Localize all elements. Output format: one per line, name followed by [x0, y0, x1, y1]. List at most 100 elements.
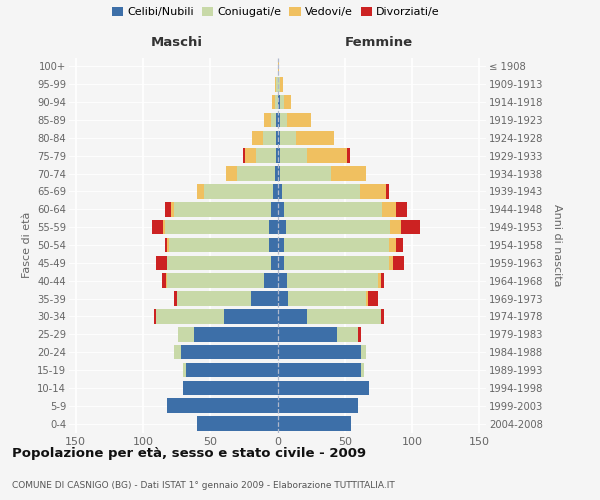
- Bar: [277, 362, 361, 378]
- Bar: [284, 238, 389, 252]
- Bar: [275, 77, 276, 92]
- Bar: [277, 148, 280, 163]
- Bar: [178, 327, 194, 342]
- Bar: [251, 291, 277, 306]
- Bar: [307, 309, 381, 324]
- Bar: [277, 274, 287, 288]
- Bar: [157, 256, 167, 270]
- Bar: [154, 309, 157, 324]
- Bar: [277, 202, 284, 216]
- Bar: [358, 327, 361, 342]
- Bar: [197, 184, 203, 198]
- Bar: [368, 291, 379, 306]
- Bar: [389, 256, 393, 270]
- Bar: [277, 327, 337, 342]
- Bar: [163, 220, 164, 234]
- Bar: [194, 327, 277, 342]
- Bar: [174, 291, 176, 306]
- Bar: [269, 220, 277, 234]
- Bar: [275, 166, 277, 181]
- Bar: [307, 148, 347, 163]
- Bar: [277, 309, 307, 324]
- Y-axis label: Anni di nascita: Anni di nascita: [551, 204, 562, 286]
- Bar: [274, 184, 277, 198]
- Bar: [275, 95, 277, 110]
- Bar: [359, 184, 386, 198]
- Text: COMUNE DI CASNIGO (BG) - Dati ISTAT 1° gennaio 2009 - Elaborazione TUTTITALIA.IT: COMUNE DI CASNIGO (BG) - Dati ISTAT 1° g…: [12, 480, 395, 490]
- Bar: [280, 77, 283, 92]
- Bar: [171, 202, 174, 216]
- Bar: [174, 202, 271, 216]
- Bar: [224, 309, 277, 324]
- Bar: [186, 362, 277, 378]
- Bar: [277, 184, 281, 198]
- Bar: [379, 274, 381, 288]
- Bar: [271, 202, 277, 216]
- Bar: [264, 274, 277, 288]
- Bar: [166, 274, 167, 288]
- Bar: [280, 130, 296, 145]
- Bar: [167, 238, 169, 252]
- Text: Femmine: Femmine: [344, 36, 412, 49]
- Bar: [296, 130, 334, 145]
- Bar: [184, 362, 186, 378]
- Bar: [164, 202, 171, 216]
- Bar: [277, 345, 361, 360]
- Text: Popolazione per età, sesso e stato civile - 2009: Popolazione per età, sesso e stato civil…: [12, 448, 366, 460]
- Bar: [271, 112, 276, 128]
- Bar: [256, 148, 276, 163]
- Bar: [386, 184, 389, 198]
- Bar: [181, 345, 277, 360]
- Bar: [396, 238, 403, 252]
- Bar: [269, 238, 277, 252]
- Bar: [277, 59, 279, 74]
- Bar: [366, 291, 368, 306]
- Bar: [277, 291, 288, 306]
- Bar: [276, 130, 277, 145]
- Bar: [361, 345, 366, 360]
- Bar: [391, 220, 401, 234]
- Bar: [277, 416, 352, 431]
- Bar: [176, 291, 251, 306]
- Bar: [280, 112, 287, 128]
- Bar: [284, 256, 389, 270]
- Bar: [401, 220, 420, 234]
- Bar: [280, 166, 331, 181]
- Bar: [184, 380, 277, 395]
- Bar: [276, 148, 277, 163]
- Bar: [245, 148, 256, 163]
- Text: Maschi: Maschi: [151, 36, 203, 49]
- Bar: [277, 95, 280, 110]
- Bar: [277, 380, 369, 395]
- Bar: [381, 274, 384, 288]
- Bar: [276, 77, 277, 92]
- Bar: [252, 130, 263, 145]
- Bar: [277, 256, 284, 270]
- Bar: [264, 112, 271, 128]
- Bar: [272, 95, 275, 110]
- Y-axis label: Fasce di età: Fasce di età: [22, 212, 32, 278]
- Bar: [276, 112, 277, 128]
- Bar: [287, 274, 379, 288]
- Bar: [277, 112, 280, 128]
- Bar: [169, 238, 269, 252]
- Bar: [281, 184, 359, 198]
- Bar: [162, 274, 166, 288]
- Bar: [197, 416, 277, 431]
- Bar: [167, 256, 271, 270]
- Bar: [284, 202, 382, 216]
- Bar: [167, 274, 264, 288]
- Bar: [280, 95, 284, 110]
- Bar: [286, 220, 391, 234]
- Bar: [174, 345, 181, 360]
- Bar: [157, 309, 224, 324]
- Bar: [331, 166, 366, 181]
- Bar: [280, 148, 307, 163]
- Bar: [288, 291, 366, 306]
- Bar: [164, 220, 269, 234]
- Bar: [389, 238, 396, 252]
- Bar: [237, 166, 275, 181]
- Bar: [152, 220, 163, 234]
- Bar: [226, 166, 237, 181]
- Bar: [277, 220, 286, 234]
